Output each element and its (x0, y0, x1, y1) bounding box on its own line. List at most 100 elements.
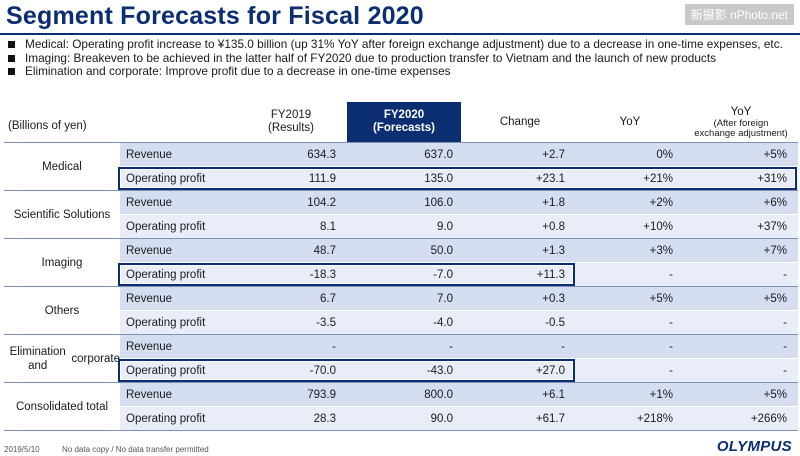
company-logo: OLYMPUS (716, 438, 792, 455)
segment-label-line: Consolidated total (15, 400, 109, 413)
value-cell-yoy: +5% (649, 292, 673, 305)
value-cell-fy2020: 7.0 (437, 292, 453, 305)
segment-label: Consolidated total (4, 383, 120, 430)
bullet-item: Elimination and corporate: Improve profi… (6, 64, 796, 79)
col-header-line: (After foreign (713, 117, 769, 129)
value-cell-yoy: - (669, 268, 673, 281)
col-header-change: Change (464, 102, 576, 142)
value-cell-yoy: - (669, 364, 673, 377)
value-cell-fy2019: 104.2 (307, 196, 336, 209)
segment-label-line: Scientific Solutions (13, 208, 111, 221)
unit-label: (Billions of yen) (8, 120, 87, 132)
table-row: Operating profit 111.9 135.0 +23.1 +21% +31% (118, 166, 798, 190)
value-cell-fy2020: 9.0 (437, 220, 453, 233)
bullet-item: Imaging: Breakeven to be achieved in the… (6, 51, 796, 66)
value-cell-change: +61.7 (535, 412, 565, 425)
value-cell-change: +0.8 (542, 220, 565, 233)
value-cell-fy2020: - (449, 340, 453, 353)
segment-label-line: Elimination and (9, 345, 66, 372)
value-cell-fy2020: 800.0 (424, 388, 453, 401)
value-cell-yoy: - (669, 316, 673, 329)
bullet-list: Medical: Operating profit increase to ¥1… (6, 37, 796, 79)
bullet-item: Medical: Operating profit increase to ¥1… (6, 37, 796, 52)
segment-group: Elimination and corporate Revenue - - - - - Oper… (4, 334, 798, 382)
value-cell-yoy: +21% (643, 172, 673, 185)
value-cell-fy2020: 106.0 (424, 196, 453, 209)
col-header-line: (Results) (267, 122, 314, 134)
value-cell-change: +11.3 (536, 268, 565, 281)
metric-cell: Revenue (126, 340, 173, 353)
segment-label-line: Imaging (41, 256, 83, 269)
col-header-line: YoY (730, 105, 752, 118)
metric-cell: Operating profit (126, 172, 206, 185)
col-header-line: FY2019 (270, 109, 312, 121)
table-header: (Billions of yen) FY2019 (Results) FY202… (4, 102, 798, 142)
table-row: Revenue 634.3 637.0 +2.7 0% +5% (120, 143, 798, 166)
value-cell-yoy: +10% (643, 220, 673, 233)
value-cell-fy2019: - (332, 340, 336, 353)
segment-label: Others (4, 287, 120, 334)
value-cell-yoy-adj: +266% (750, 412, 787, 425)
col-header-line: FY2020 (383, 109, 425, 121)
value-cell-fy2019: 6.7 (320, 292, 336, 305)
segment-label: Scientific Solutions (4, 191, 120, 238)
value-cell-yoy-adj: +5% (763, 292, 787, 305)
bullet-text: Elimination and corporate: Improve profi… (25, 64, 451, 78)
table-row: Revenue - - - - - (120, 335, 798, 358)
value-cell-yoy-adj: +6% (763, 196, 787, 209)
value-cell-fy2019: 48.7 (313, 244, 336, 257)
metric-cell: Operating profit (126, 220, 206, 233)
segment-group: Others Revenue 6.7 7.0 +0.3 +5% +5% Operating p… (4, 286, 798, 334)
segment-label: Medical (4, 143, 120, 190)
value-cell-fy2020: -4.0 (433, 316, 453, 329)
metric-cell: Revenue (126, 244, 173, 257)
table-body: Medical Revenue 634.3 637.0 +2.7 0% +5% Operati… (4, 142, 798, 431)
value-cell-yoy: +1% (649, 388, 673, 401)
value-cell-yoy: +3% (649, 244, 673, 257)
value-cell-fy2020: -7.0 (433, 268, 453, 281)
square-bullet-icon (8, 54, 15, 62)
value-cell-fy2020: 135.0 (424, 172, 453, 185)
value-cell-yoy-adj: +37% (757, 220, 787, 233)
segment-label-line: Others (44, 304, 80, 317)
value-cell-yoy-adj: +5% (763, 148, 787, 161)
square-bullet-icon (8, 41, 15, 48)
footer-date: 2019/5/10 (4, 445, 40, 454)
table-row: Operating profit 28.3 90.0 +61.7 +218% +266% (120, 406, 798, 430)
value-cell-change: +2.7 (542, 148, 565, 161)
value-cell-yoy-adj: - (783, 316, 787, 329)
value-cell-yoy: +2% (649, 196, 673, 209)
metric-cell: Operating profit (126, 364, 206, 377)
value-cell-change: +1.3 (542, 244, 565, 257)
footer: 2019/5/10 No data copy / No data transfe… (0, 438, 800, 456)
value-cell-change: +27.0 (535, 364, 565, 377)
col-header-line: (Forecasts) (373, 122, 435, 134)
value-cell-fy2019: -70.0 (309, 364, 336, 377)
value-cell-change: +6.1 (542, 388, 565, 401)
value-cell-fy2019: 793.9 (307, 388, 336, 401)
col-header-yoy-adjusted: YoY (After foreign exchange adjustment) (684, 102, 798, 142)
segment-label-line: Medical (42, 160, 82, 173)
segment-label-line: corporate (71, 352, 120, 365)
value-cell-yoy-adj: - (783, 268, 787, 281)
value-cell-yoy-adj: +5% (763, 388, 787, 401)
table-row: Revenue 793.9 800.0 +6.1 +1% +5% (120, 383, 798, 406)
value-cell-yoy-adj: +7% (763, 244, 787, 257)
value-cell-yoy-adj: - (783, 340, 787, 353)
segment-group: Medical Revenue 634.3 637.0 +2.7 0% +5% Operati… (4, 142, 798, 190)
metric-cell: Revenue (126, 196, 173, 209)
value-cell-fy2019: -18.3 (309, 268, 336, 281)
table-row: Operating profit -18.3 -7.0 +11.3 - - (118, 262, 798, 286)
value-cell-fy2020: -43.0 (426, 364, 453, 377)
value-cell-fy2020: 50.0 (430, 244, 453, 257)
metric-cell: Revenue (126, 292, 173, 305)
table-row: Operating profit -70.0 -43.0 +27.0 - - (118, 358, 798, 382)
value-cell-change: -0.5 (545, 316, 565, 329)
table-row: Revenue 48.7 50.0 +1.3 +3% +7% (120, 239, 798, 262)
value-cell-fy2019: -3.5 (316, 316, 336, 329)
table-row: Revenue 6.7 7.0 +0.3 +5% +5% (120, 287, 798, 310)
value-cell-fy2019: 634.3 (307, 148, 336, 161)
table-row: Revenue 104.2 106.0 +1.8 +2% +6% (120, 191, 798, 214)
title-divider (0, 33, 800, 35)
segment-label: Imaging (4, 239, 120, 286)
